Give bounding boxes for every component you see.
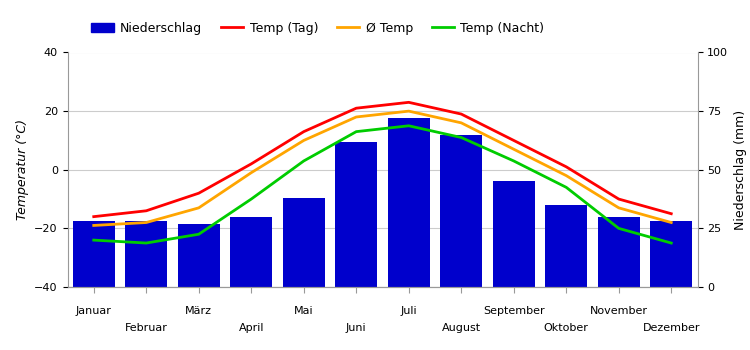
Bar	[178, 224, 220, 287]
Text: Mai: Mai	[294, 307, 314, 316]
Legend: Niederschlag, Temp (Tag), Ø Temp, Temp (Nacht): Niederschlag, Temp (Tag), Ø Temp, Temp (…	[86, 16, 550, 40]
Text: April: April	[238, 323, 264, 333]
Bar	[125, 221, 167, 287]
Bar	[650, 221, 692, 287]
Text: Februar: Februar	[124, 323, 168, 333]
Text: November: November	[590, 307, 648, 316]
Text: Januar: Januar	[76, 307, 112, 316]
Text: September: September	[483, 307, 544, 316]
Text: März: März	[185, 307, 212, 316]
Bar	[73, 221, 115, 287]
Text: Juni: Juni	[346, 323, 367, 333]
Text: August: August	[442, 323, 481, 333]
Bar	[598, 217, 640, 287]
Bar	[230, 217, 272, 287]
Bar	[493, 182, 535, 287]
Bar	[388, 118, 430, 287]
Y-axis label: Niederschlag (mm): Niederschlag (mm)	[734, 110, 747, 230]
Y-axis label: Temperatur (°C): Temperatur (°C)	[16, 119, 28, 220]
Bar	[283, 198, 325, 287]
Bar	[440, 134, 482, 287]
Text: Dezember: Dezember	[643, 323, 700, 333]
Bar	[335, 142, 377, 287]
Bar	[545, 205, 587, 287]
Text: Juli: Juli	[400, 307, 417, 316]
Text: Oktober: Oktober	[544, 323, 589, 333]
